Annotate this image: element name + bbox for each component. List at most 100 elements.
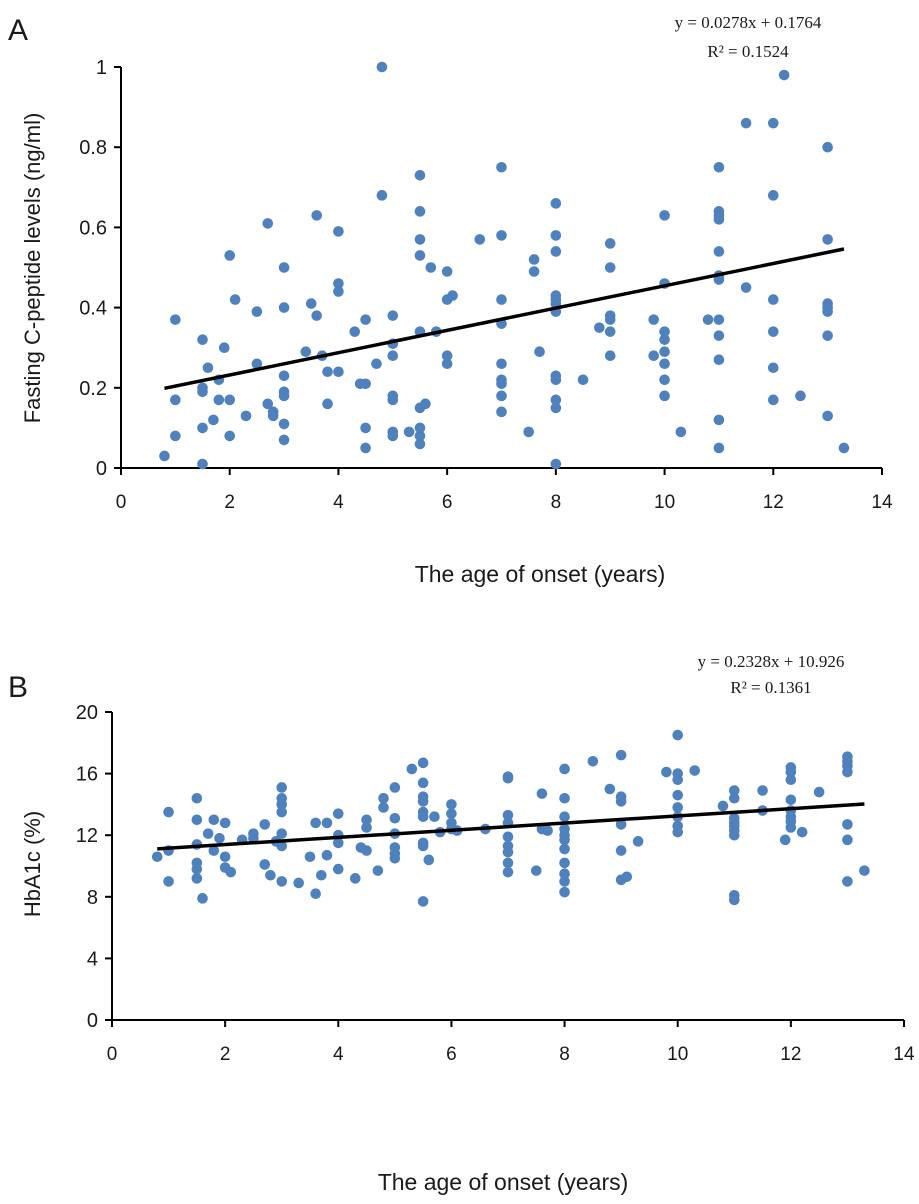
data-point [559, 792, 570, 804]
x-tick-label: 10 [667, 1044, 688, 1065]
data-point [360, 422, 371, 434]
data-point [559, 868, 570, 879]
data-point [378, 792, 389, 804]
data-point [224, 250, 236, 261]
data-point [577, 374, 589, 386]
y-tick-label: 12 [76, 825, 98, 847]
data-point [259, 859, 271, 870]
data-point [496, 161, 507, 173]
data-point [214, 832, 225, 844]
data-point [276, 840, 288, 852]
data-point [728, 829, 740, 841]
data-point [474, 234, 486, 245]
x-axis-title: The age of onset (years) [415, 561, 666, 587]
x-tick-label: 8 [559, 1044, 570, 1065]
data-point [502, 846, 514, 858]
data-point [332, 808, 344, 819]
data-point [224, 430, 236, 442]
data-point [648, 314, 659, 325]
data-point [559, 886, 570, 898]
data-point [417, 777, 429, 789]
data-point [197, 893, 208, 904]
data-point [728, 792, 740, 804]
panel-a: 0 2 4 6 8 10 12 14 0 0.2 0.4 0.6 0.8 1 A y = 0.0278x + … [8, 13, 893, 587]
data-point [191, 873, 203, 884]
data-point [757, 785, 768, 796]
data-point [796, 826, 808, 838]
panel-b: 0 2 4 6 8 10 12 14 0 4 8 12 16 20 By = 0.2328x + 10.92… [8, 652, 915, 1195]
data-point [151, 851, 163, 863]
data-point [659, 334, 670, 345]
data-point [550, 246, 562, 257]
data-point [219, 851, 231, 863]
data-point [262, 398, 274, 410]
y-tick-label: 0 [96, 458, 107, 480]
data-point [361, 822, 372, 833]
data-point [417, 896, 429, 907]
data-point [559, 876, 570, 887]
x-tick-label: 10 [654, 492, 675, 513]
data-point [838, 442, 850, 454]
data-point [621, 871, 633, 883]
data-point [728, 785, 740, 796]
x-tick-label: 4 [333, 492, 344, 513]
data-point [441, 266, 453, 277]
data-point [420, 398, 431, 410]
data-point [276, 828, 288, 839]
data-point [550, 394, 562, 406]
data-point [496, 358, 507, 370]
data-point [360, 314, 371, 325]
data-point [414, 206, 426, 217]
data-point [778, 69, 790, 81]
data-point [265, 869, 276, 881]
data-point [389, 812, 401, 824]
data-point [536, 788, 548, 799]
data-point [332, 837, 344, 849]
data-point [672, 774, 684, 786]
data-point [689, 765, 700, 776]
x-tick-label: 12 [763, 492, 784, 513]
data-point [661, 766, 672, 778]
data-point [304, 851, 316, 863]
data-point [528, 266, 540, 277]
data-point [305, 298, 317, 309]
data-point [349, 326, 361, 337]
data-point [502, 866, 514, 878]
data-point [822, 141, 833, 153]
data-point [659, 358, 670, 370]
data-point [502, 809, 514, 821]
data-point [822, 306, 833, 317]
data-point [767, 294, 779, 305]
x-axis-title: The age of onset (years) [378, 1169, 629, 1195]
x-tick-label: 0 [107, 1044, 118, 1065]
data-point [276, 782, 288, 793]
data-point [159, 450, 170, 462]
data-point [659, 346, 670, 358]
data-point [502, 831, 514, 843]
data-point [163, 806, 174, 818]
data-point [219, 817, 231, 829]
panel-label: B [8, 671, 28, 704]
data-point [170, 394, 181, 406]
data-point [447, 290, 458, 301]
y-tick-label: 0.4 [79, 298, 107, 320]
data-point [785, 766, 797, 778]
data-point [191, 863, 203, 875]
x-tick-label: 6 [446, 1044, 457, 1065]
data-point [523, 426, 534, 438]
data-point [659, 374, 670, 386]
data-point [446, 799, 457, 810]
data-point [311, 310, 322, 321]
data-point [842, 766, 853, 778]
data-point [675, 426, 687, 438]
x-tick-label: 6 [442, 492, 453, 513]
data-point [550, 458, 562, 470]
data-point [333, 226, 344, 237]
data-point [859, 865, 870, 876]
data-point [822, 330, 833, 341]
data-point [321, 817, 333, 829]
data-point [767, 117, 779, 129]
data-point [713, 246, 725, 257]
data-point [550, 230, 562, 241]
data-point [417, 811, 429, 823]
